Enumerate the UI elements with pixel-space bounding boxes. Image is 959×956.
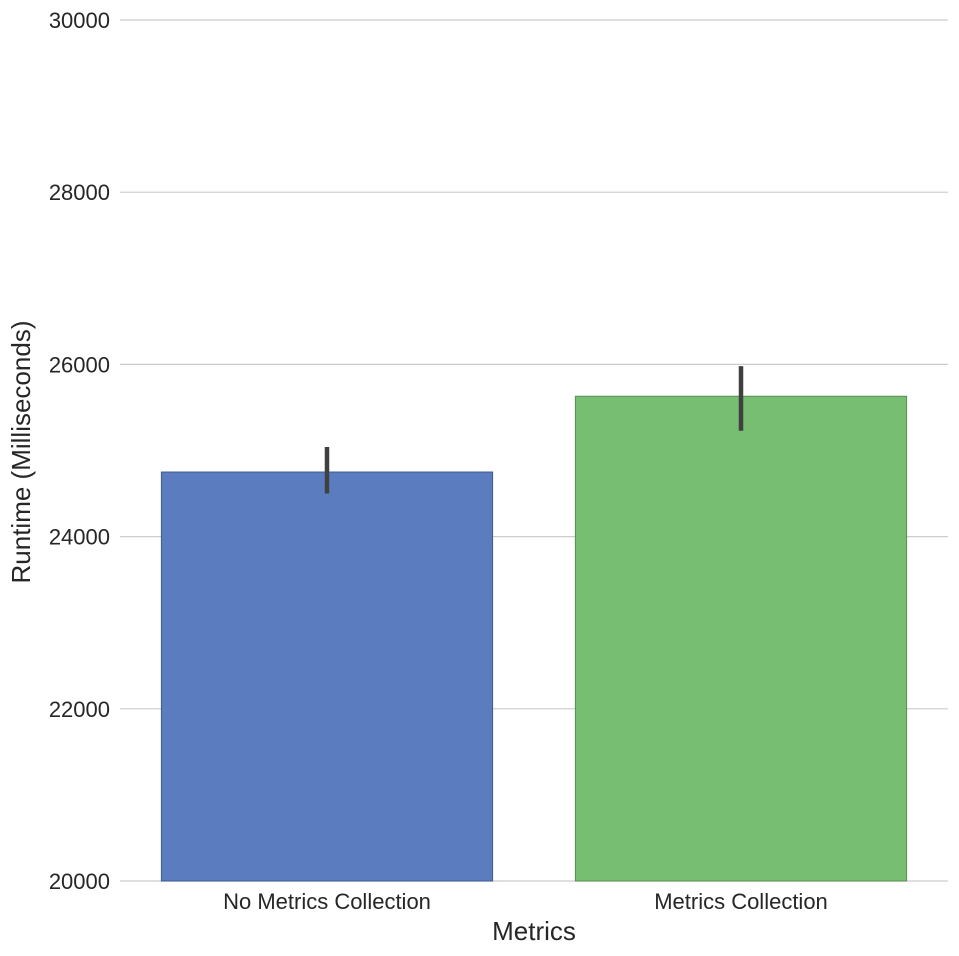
x-tick-metrics-collection: Metrics Collection [654,889,828,914]
bar-metrics-collection [574,395,908,882]
bars [160,395,908,882]
x-tick-no-metrics-collection: No Metrics Collection [223,889,431,914]
bar-no-metrics-collection [160,471,494,882]
y-tick-30000: 30000 [49,8,110,33]
x-tick-labels: No Metrics Collection Metrics Collection [223,889,828,914]
x-axis-label: Metrics [492,916,576,946]
y-tick-28000: 28000 [49,180,110,205]
y-tick-24000: 24000 [49,525,110,550]
y-axis-label: Runtime (Milliseconds) [6,321,36,584]
y-tick-labels: 20000 22000 24000 26000 28000 30000 [49,8,110,894]
y-tick-20000: 20000 [49,869,110,894]
error-bars [324,366,744,494]
y-tick-22000: 22000 [49,697,110,722]
y-tick-26000: 26000 [49,352,110,377]
